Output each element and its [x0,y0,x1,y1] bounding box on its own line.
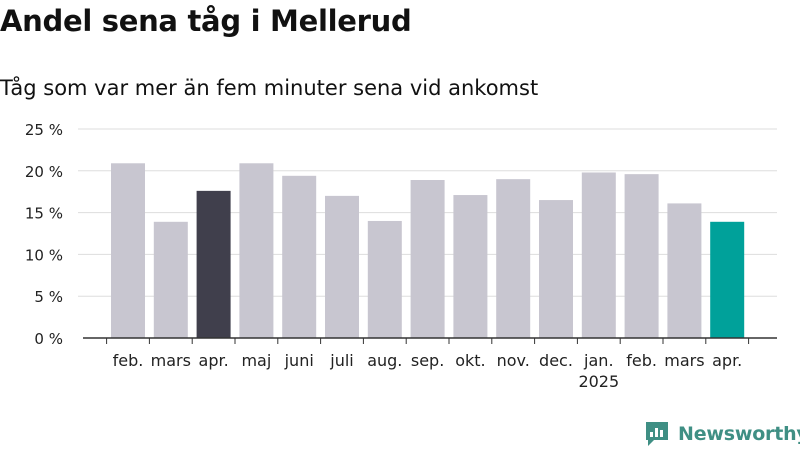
x-tick-label: dec. [539,351,573,370]
bar-2 [196,190,231,338]
chart-subtitle: Tåg som var mer än fem minuter sena vid … [0,76,539,100]
newsworthy-logo: Newsworthy [644,420,800,448]
x-tick-label: juni [284,351,314,370]
y-tick-label: 15 % [25,205,63,223]
bar-8 [453,195,488,338]
bar-0 [111,163,145,338]
bar-12 [624,174,659,338]
x-tick-label: aug. [367,351,402,370]
x-axis-ticks [106,338,750,344]
y-tick-label: 20 % [25,163,63,181]
x-tick-label: okt. [455,351,485,370]
bar-1 [153,221,188,338]
x-tick-label: sep. [411,351,444,370]
x-tick-label: jan. [583,351,613,370]
x-tick-label: mars [664,351,704,370]
x-tick-label: mars [151,351,191,370]
bar-6 [367,220,402,338]
x-axis-tick-labels: feb. mars apr. maj juni juli aug. sep. okt. nov. d… [113,351,743,391]
bar-4 [282,175,317,338]
y-tick-label: 5 % [34,288,63,306]
x-tick-label: maj [241,351,271,370]
x-tick-label: apr. [199,351,229,370]
newsworthy-logo-icon [646,422,668,446]
bars [111,163,745,338]
x-tick-label: feb. [113,351,144,370]
chart-title: Andel sena tåg i Mellerud [0,4,412,38]
newsworthy-logo-text: Newsworthy [678,423,800,445]
bar-11 [581,172,616,338]
bar-10 [539,200,573,338]
y-axis-tick-labels: 0 % 5 % 10 % 15 % 20 % 25 % [25,121,63,348]
x-year-label: 2025 [578,372,619,391]
bar-13 [667,203,702,338]
x-tick-label: juli [329,351,353,370]
y-tick-label: 25 % [25,121,63,139]
x-tick-label: apr. [712,351,742,370]
bar-9 [496,179,531,338]
x-tick-label: feb. [626,351,657,370]
x-tick-label: nov. [497,351,530,370]
y-tick-label: 10 % [25,246,63,264]
bar-7 [410,179,445,338]
y-tick-label: 0 % [34,330,63,348]
bar-5 [325,195,359,338]
bar-3 [239,163,274,338]
bar-14 [710,221,745,338]
